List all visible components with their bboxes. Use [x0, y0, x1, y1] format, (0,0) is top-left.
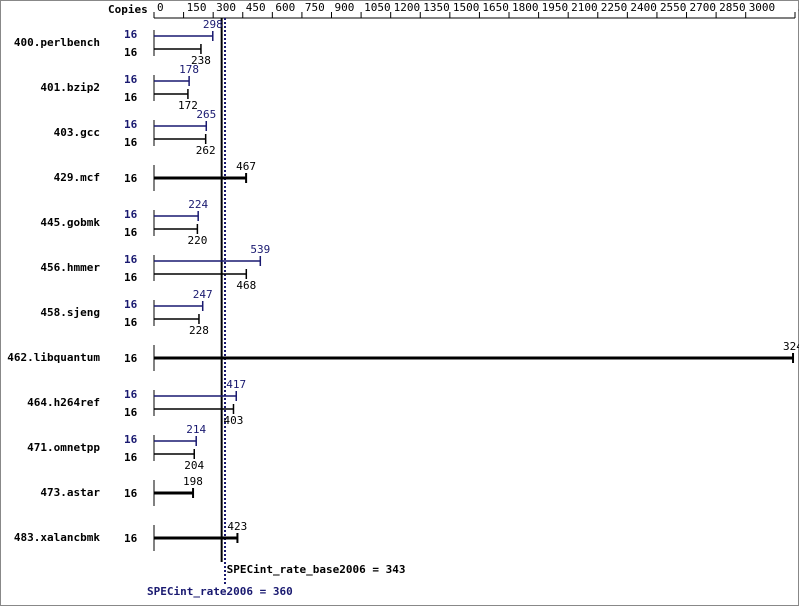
benchmark-name: 400.perlbench: [14, 36, 100, 49]
x-tick-label: 2100: [571, 1, 598, 14]
copies-label: 16: [124, 226, 138, 239]
copies-header: Copies: [108, 3, 148, 16]
x-tick-label: 2700: [690, 1, 717, 14]
x-tick-label: 600: [275, 1, 295, 14]
copies-label: 16: [124, 118, 138, 131]
x-tick-label: 1950: [542, 1, 569, 14]
copies-label: 16: [124, 298, 138, 311]
copies-label: 16: [124, 532, 138, 545]
copies-label: 16: [124, 253, 138, 266]
x-tick-label: 1350: [423, 1, 450, 14]
value-label: 172: [178, 99, 198, 112]
x-tick-label: 750: [305, 1, 325, 14]
copies-label: 16: [124, 271, 138, 284]
value-label: 265: [196, 108, 216, 121]
x-tick-label: 1650: [482, 1, 509, 14]
x-tick-label: 2850: [719, 1, 746, 14]
x-tick-label: 1050: [364, 1, 391, 14]
copies-label: 16: [124, 316, 138, 329]
value-label: 178: [179, 63, 199, 76]
copies-label: 16: [124, 91, 138, 104]
x-tick-label: 2550: [660, 1, 687, 14]
value-label: 262: [196, 144, 216, 157]
value-label: 403: [224, 414, 244, 427]
value-label: 247: [193, 288, 213, 301]
value-label: 468: [236, 279, 256, 292]
x-tick-label: 300: [216, 1, 236, 14]
x-tick-label: 1500: [453, 1, 480, 14]
value-label: 214: [186, 423, 206, 436]
x-tick-label: 0: [157, 1, 164, 14]
copies-label: 16: [124, 406, 138, 419]
benchmark-name: 483.xalancbmk: [14, 531, 100, 544]
copies-label: 16: [124, 451, 138, 464]
benchmark-name: 471.omnetpp: [27, 441, 100, 454]
copies-label: 16: [124, 46, 138, 59]
copies-label: 16: [124, 28, 138, 41]
x-tick-label: 2250: [601, 1, 628, 14]
x-tick-label: 1200: [394, 1, 421, 14]
copies-label: 16: [124, 73, 138, 86]
x-tick-label: 450: [246, 1, 266, 14]
benchmark-name: 473.astar: [40, 486, 100, 499]
value-label: 467: [236, 160, 256, 173]
copies-label: 16: [124, 388, 138, 401]
x-tick-label: 900: [335, 1, 355, 14]
x-tick-label: 2400: [630, 1, 657, 14]
copies-label: 16: [124, 433, 138, 446]
peak-score-label: SPECint_rate2006 = 360: [147, 585, 293, 598]
x-tick-label: 3000: [749, 1, 776, 14]
benchmark-name: 462.libquantum: [7, 351, 100, 364]
base-score-label: SPECint_rate_base2006 = 343: [227, 563, 406, 576]
benchmark-name: 403.gcc: [54, 126, 100, 139]
value-label: 220: [187, 234, 207, 247]
value-label: 298: [203, 18, 223, 31]
x-tick-label: 150: [187, 1, 207, 14]
benchmark-name: 445.gobmk: [40, 216, 100, 229]
copies-label: 16: [124, 208, 138, 221]
copies-label: 16: [124, 352, 138, 365]
copies-label: 16: [124, 136, 138, 149]
copies-label: 16: [124, 172, 138, 185]
benchmark-name: 401.bzip2: [40, 81, 100, 94]
value-label: 417: [226, 378, 246, 391]
copies-label: 16: [124, 487, 138, 500]
benchmark-name: 456.hmmer: [40, 261, 100, 274]
value-label: 198: [183, 475, 203, 488]
value-label: 204: [184, 459, 204, 472]
benchmark-name: 429.mcf: [54, 171, 100, 184]
value-label: 539: [250, 243, 270, 256]
x-tick-label: 1800: [512, 1, 539, 14]
value-label: 3240: [783, 340, 799, 353]
value-label: 238: [191, 54, 211, 67]
value-label: 228: [189, 324, 209, 337]
benchmark-name: 464.h264ref: [27, 396, 100, 409]
value-label: 224: [188, 198, 208, 211]
value-label: 423: [227, 520, 247, 533]
benchmark-name: 458.sjeng: [40, 306, 100, 319]
